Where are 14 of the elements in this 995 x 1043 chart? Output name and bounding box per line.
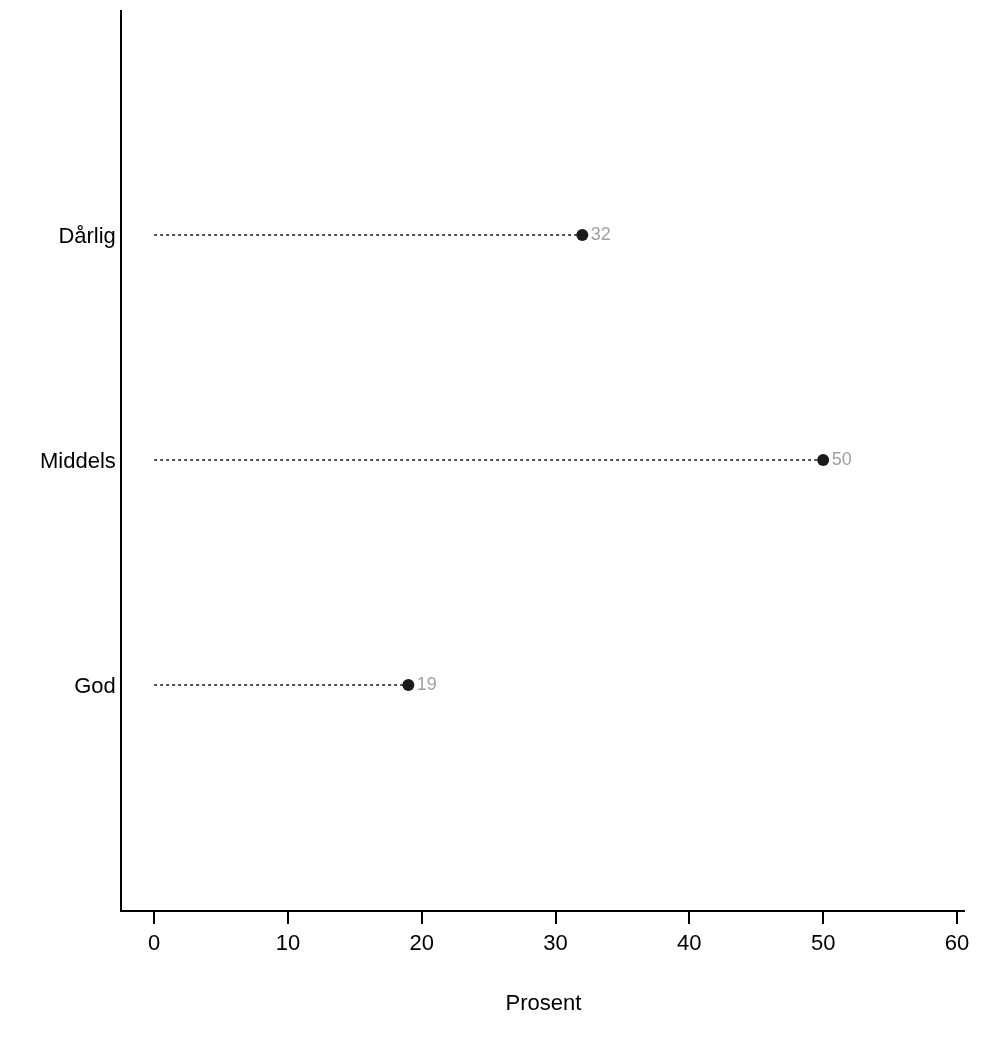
x-tick-label: 40 [677,930,702,956]
y-tick-label: God [74,672,116,698]
x-tick-label: 20 [409,930,434,956]
x-axis-title: Prosent [505,989,582,1015]
y-tick-label: Dårlig [58,222,116,248]
data-label: 50 [831,448,852,469]
data-label: 19 [416,673,437,694]
data-label: 32 [590,223,611,244]
x-tick-label: 0 [147,930,161,956]
x-tick-label: 60 [944,930,970,956]
x-tick-label: 10 [275,930,301,956]
x-tick-label: 30 [543,930,568,956]
x-tick-label: 50 [810,930,836,956]
y-tick-label: Middels [40,447,116,473]
